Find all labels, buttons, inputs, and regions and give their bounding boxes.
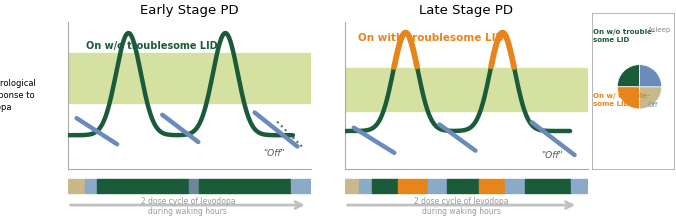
Bar xyxy=(372,179,398,194)
Text: On w/o troublesome LID: On w/o troublesome LID xyxy=(86,41,217,51)
Bar xyxy=(68,53,311,104)
Bar xyxy=(525,179,571,194)
Text: Asleep: Asleep xyxy=(648,27,671,33)
Bar xyxy=(291,179,304,194)
Text: 2 dose cycle of levodopa
during waking hours: 2 dose cycle of levodopa during waking h… xyxy=(414,197,508,216)
Text: On w/o trouble-
some LID: On w/o trouble- some LID xyxy=(593,29,654,43)
Wedge shape xyxy=(639,87,662,109)
Bar xyxy=(304,179,311,194)
Bar xyxy=(84,179,97,194)
Bar xyxy=(97,179,189,194)
Text: Early Stage PD: Early Stage PD xyxy=(140,4,239,17)
Bar xyxy=(447,179,479,194)
Wedge shape xyxy=(617,87,639,109)
Bar xyxy=(398,179,427,194)
Bar xyxy=(506,179,525,194)
Bar xyxy=(571,179,588,194)
Bar xyxy=(189,179,199,194)
Text: "Off": "Off" xyxy=(264,149,285,158)
Bar xyxy=(345,179,360,194)
Text: "Off": "Off" xyxy=(541,151,562,160)
Text: Off: Off xyxy=(648,102,658,108)
Wedge shape xyxy=(639,65,662,87)
Bar xyxy=(199,179,291,194)
Text: Neurological
Response to
L-dopa: Neurological Response to L-dopa xyxy=(0,79,36,112)
Bar xyxy=(360,179,372,194)
Text: On with troublesome LID: On with troublesome LID xyxy=(358,33,504,43)
Text: On w/ trouble-
some LID: On w/ trouble- some LID xyxy=(593,93,650,107)
Text: 2 dose cycle of levodopa
during waking hours: 2 dose cycle of levodopa during waking h… xyxy=(141,197,235,216)
Bar xyxy=(345,68,588,111)
Wedge shape xyxy=(617,65,639,87)
Bar xyxy=(427,179,447,194)
Text: Late Stage PD: Late Stage PD xyxy=(419,4,514,17)
Bar xyxy=(68,179,84,194)
Bar xyxy=(479,179,506,194)
